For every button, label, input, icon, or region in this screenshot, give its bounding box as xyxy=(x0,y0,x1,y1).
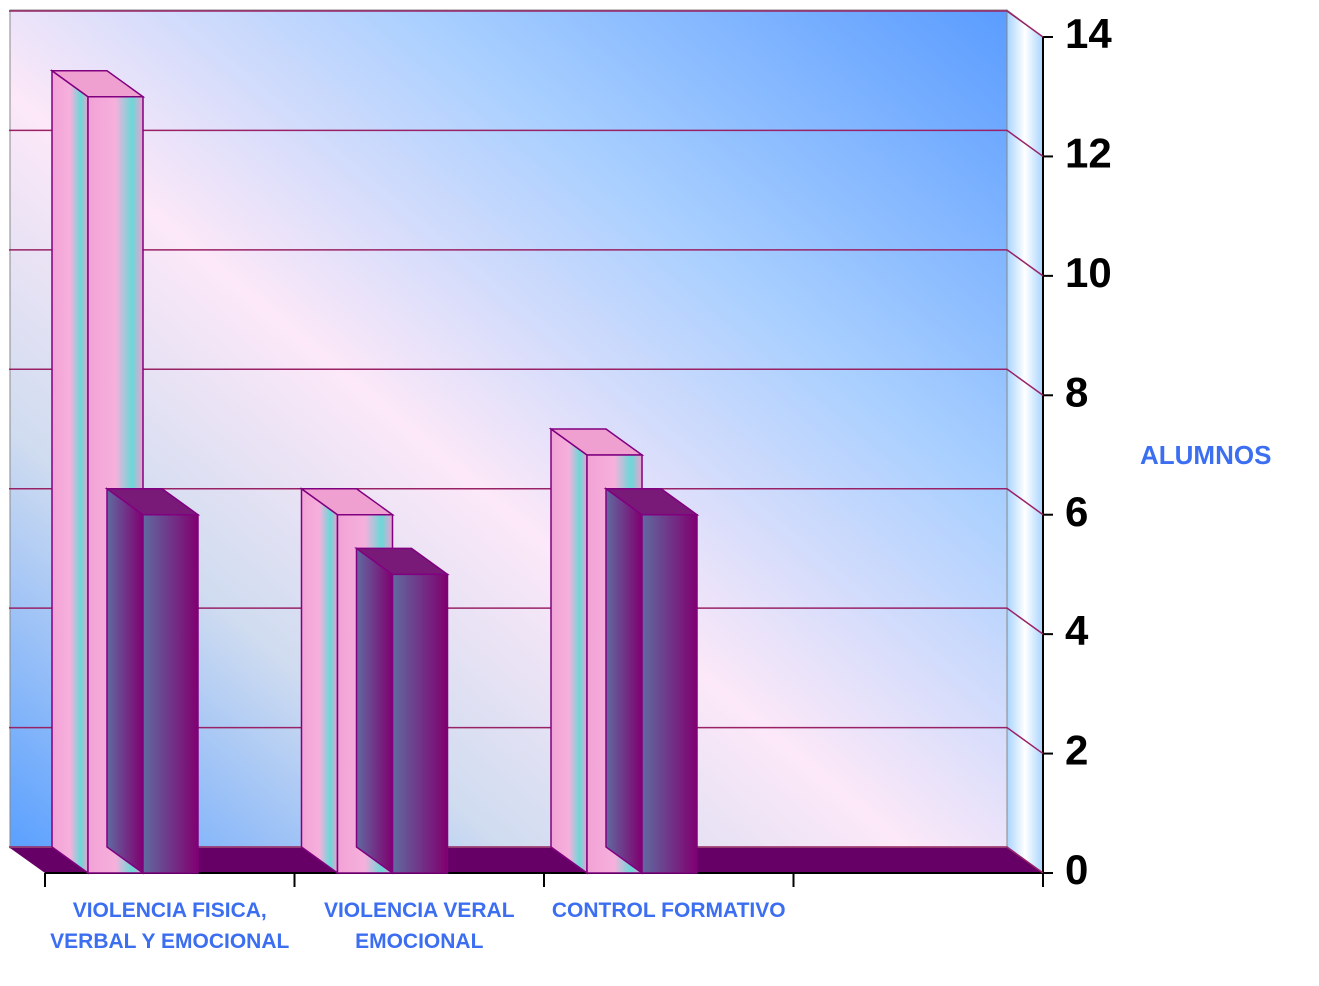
bar-face xyxy=(355,546,394,875)
bar-face xyxy=(391,573,449,874)
bar xyxy=(603,487,700,875)
x-tick-label: CONTROL FORMATIVO xyxy=(551,899,786,922)
grid-line xyxy=(9,129,1044,158)
y-tick-label: 2 xyxy=(1065,727,1088,774)
floor xyxy=(10,848,1043,873)
bar xyxy=(354,546,450,875)
bar-face xyxy=(106,487,144,875)
x-tick-label: VIOLENCIA FISICA, VERBAL Y EMOCIONAL xyxy=(50,899,290,953)
bar-face xyxy=(300,487,339,875)
y-tick-label: 0 xyxy=(1065,846,1088,893)
bar xyxy=(104,487,201,875)
bar-face xyxy=(605,487,643,875)
grid-line xyxy=(9,249,1044,277)
y-axis-title: ALUMNOS xyxy=(1140,440,1272,470)
y-tick-label: 12 xyxy=(1065,130,1112,177)
y-tick-label: 8 xyxy=(1065,368,1088,415)
grid-line xyxy=(9,10,1044,38)
bar-face xyxy=(550,427,588,875)
y-tick-label: 10 xyxy=(1065,249,1112,296)
side-wall xyxy=(1006,9,1044,874)
grid-line xyxy=(9,368,1044,396)
bar-face xyxy=(641,513,698,874)
bar-face xyxy=(51,69,89,875)
y-tick-label: 6 xyxy=(1065,488,1088,535)
x-tick-label: VIOLENCIA VERAL EMOCIONAL xyxy=(323,899,515,953)
y-tick-label: 14 xyxy=(1065,10,1112,57)
bar-face xyxy=(142,513,199,874)
y-tick-label: 4 xyxy=(1065,607,1089,654)
